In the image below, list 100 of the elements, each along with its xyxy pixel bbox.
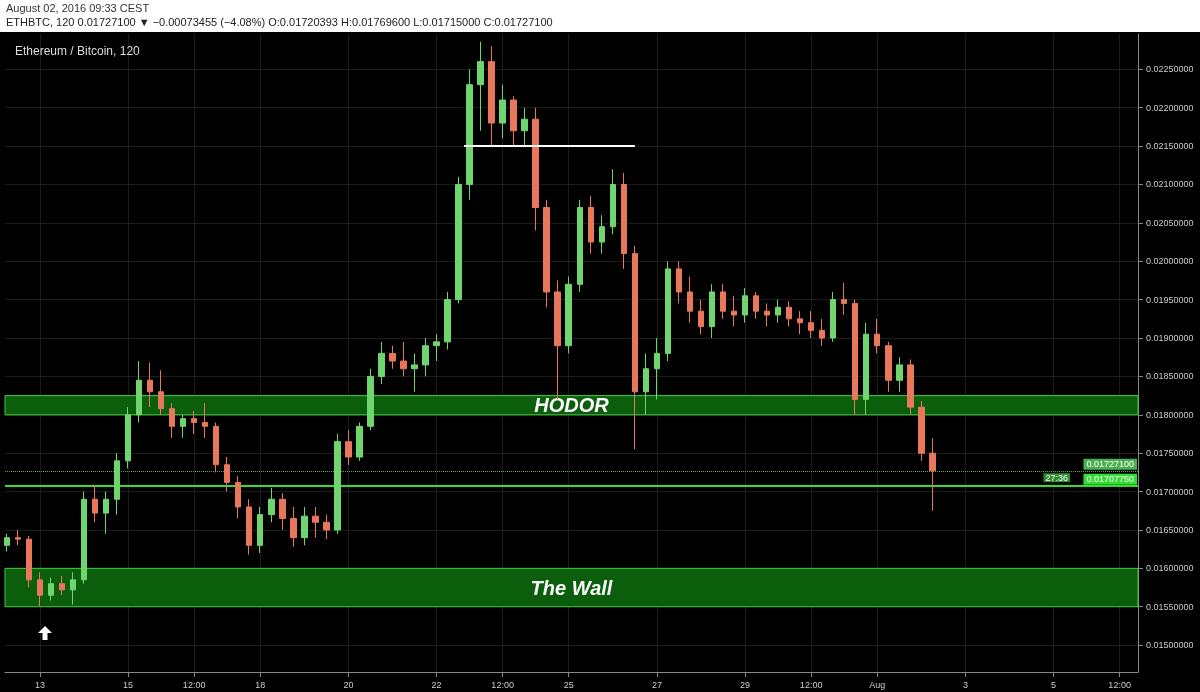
y-tick-label: 0.01850000	[1146, 371, 1194, 382]
candlestick	[356, 421, 363, 462]
candlestick	[786, 300, 792, 328]
candlestick	[896, 356, 903, 393]
candlestick	[753, 291, 759, 320]
candlestick	[874, 318, 880, 354]
candlestick	[422, 337, 429, 377]
candlestick	[400, 341, 407, 377]
candlestick	[852, 299, 858, 416]
y-tick-label: 0.01950000	[1146, 294, 1194, 305]
candlestick	[92, 484, 98, 523]
ref-line-label: 0.01707750	[1086, 474, 1134, 485]
candlestick	[797, 310, 803, 335]
candlestick	[169, 402, 175, 439]
candlestick	[830, 291, 836, 343]
candlestick	[235, 475, 241, 519]
candlestick	[687, 276, 693, 324]
candlestick	[510, 95, 517, 147]
candlestick	[477, 41, 484, 132]
y-tick-label: 0.01650000	[1146, 524, 1194, 535]
x-tick-label: 5	[1051, 679, 1057, 690]
candlestick	[532, 107, 539, 232]
candlestick	[676, 260, 682, 304]
candlestick	[279, 492, 286, 531]
candlestick	[632, 245, 638, 450]
x-tick-label: 3	[962, 679, 968, 690]
candlestick	[312, 506, 319, 539]
candlestick	[147, 362, 153, 408]
candlestick	[907, 359, 914, 416]
candlestick	[610, 168, 616, 235]
y-tick-label: 0.01550000	[1146, 601, 1194, 612]
candlestick	[698, 299, 704, 335]
candlestick	[863, 322, 869, 416]
candlestick	[103, 491, 109, 535]
candlestick	[433, 333, 440, 362]
x-tick-label: 20	[343, 679, 354, 690]
candlestick	[81, 491, 87, 585]
candlestick	[257, 506, 263, 554]
candlestick	[577, 199, 583, 293]
y-tick-label: 0.01750000	[1146, 448, 1194, 459]
candlestick	[125, 406, 131, 470]
candlestick	[4, 533, 10, 552]
candlestick	[764, 302, 770, 328]
candlestick	[466, 68, 473, 201]
candlestick	[191, 410, 197, 435]
candlestick	[345, 429, 352, 466]
candlestick	[15, 529, 21, 546]
candlestick	[918, 400, 925, 462]
candlestick	[665, 260, 671, 362]
candlestick	[26, 535, 32, 589]
x-tick-label: 18	[255, 679, 266, 690]
candlestick	[654, 337, 660, 400]
x-tick-label: 25	[563, 679, 574, 690]
x-tick-label: 12:00	[182, 679, 206, 690]
candlestick	[885, 341, 892, 393]
candlestick	[136, 360, 142, 423]
candlestick	[455, 176, 462, 304]
candlestick	[290, 506, 297, 548]
y-tick-label: 0.02250000	[1146, 64, 1194, 75]
chart-subtitle: ETHBTC, 120 0.01727100 ▼ −0.00073455 (−4.08%) O:0.01720393 H:0.01769600 L:0.01715000 C:0.01727100	[6, 15, 554, 30]
candlestick	[411, 352, 418, 393]
candlestick	[334, 433, 341, 535]
ref-line-label: 0.01727100	[1086, 459, 1134, 470]
candlestick	[819, 318, 825, 347]
candlestick	[59, 575, 65, 596]
y-tick-label: 0.02050000	[1146, 217, 1194, 228]
candlestick	[720, 283, 726, 320]
y-tick-label: 0.01500000	[1146, 640, 1194, 651]
candlestick	[180, 414, 186, 439]
candlestick	[301, 506, 308, 546]
candlestick	[48, 577, 54, 602]
candlestick	[37, 571, 43, 607]
candlestick	[599, 214, 605, 255]
candlestick	[841, 282, 847, 316]
candlestick	[621, 172, 627, 270]
candlestick	[643, 352, 649, 416]
candlestick	[929, 437, 936, 512]
y-tick-label: 0.02200000	[1146, 102, 1194, 113]
y-tick-label: 0.01900000	[1146, 333, 1194, 344]
band-label: The Wall	[530, 576, 613, 599]
y-tick-label: 0.02100000	[1146, 179, 1194, 190]
candlestick	[488, 45, 495, 147]
x-tick-label: 12:00	[1108, 679, 1131, 690]
candlestick	[367, 368, 374, 431]
candlestick	[202, 402, 208, 439]
candlestick	[543, 199, 550, 308]
text: Ethereum / Bitcoin, 120	[15, 44, 141, 58]
candlestick	[268, 487, 275, 523]
x-tick-label: 29	[740, 679, 751, 690]
x-tick-label: 15	[123, 679, 134, 690]
candlestick	[114, 452, 120, 516]
candlestick	[246, 498, 252, 556]
annotation: 27:36	[1045, 472, 1069, 483]
x-tick-label: 12:00	[491, 679, 514, 690]
candlestick	[224, 456, 230, 493]
y-tick-label: 0.02150000	[1146, 141, 1194, 152]
candlestick	[808, 310, 814, 339]
candlestick	[554, 279, 561, 400]
y-tick-label: 0.01800000	[1146, 409, 1194, 420]
candlestick	[731, 295, 737, 328]
